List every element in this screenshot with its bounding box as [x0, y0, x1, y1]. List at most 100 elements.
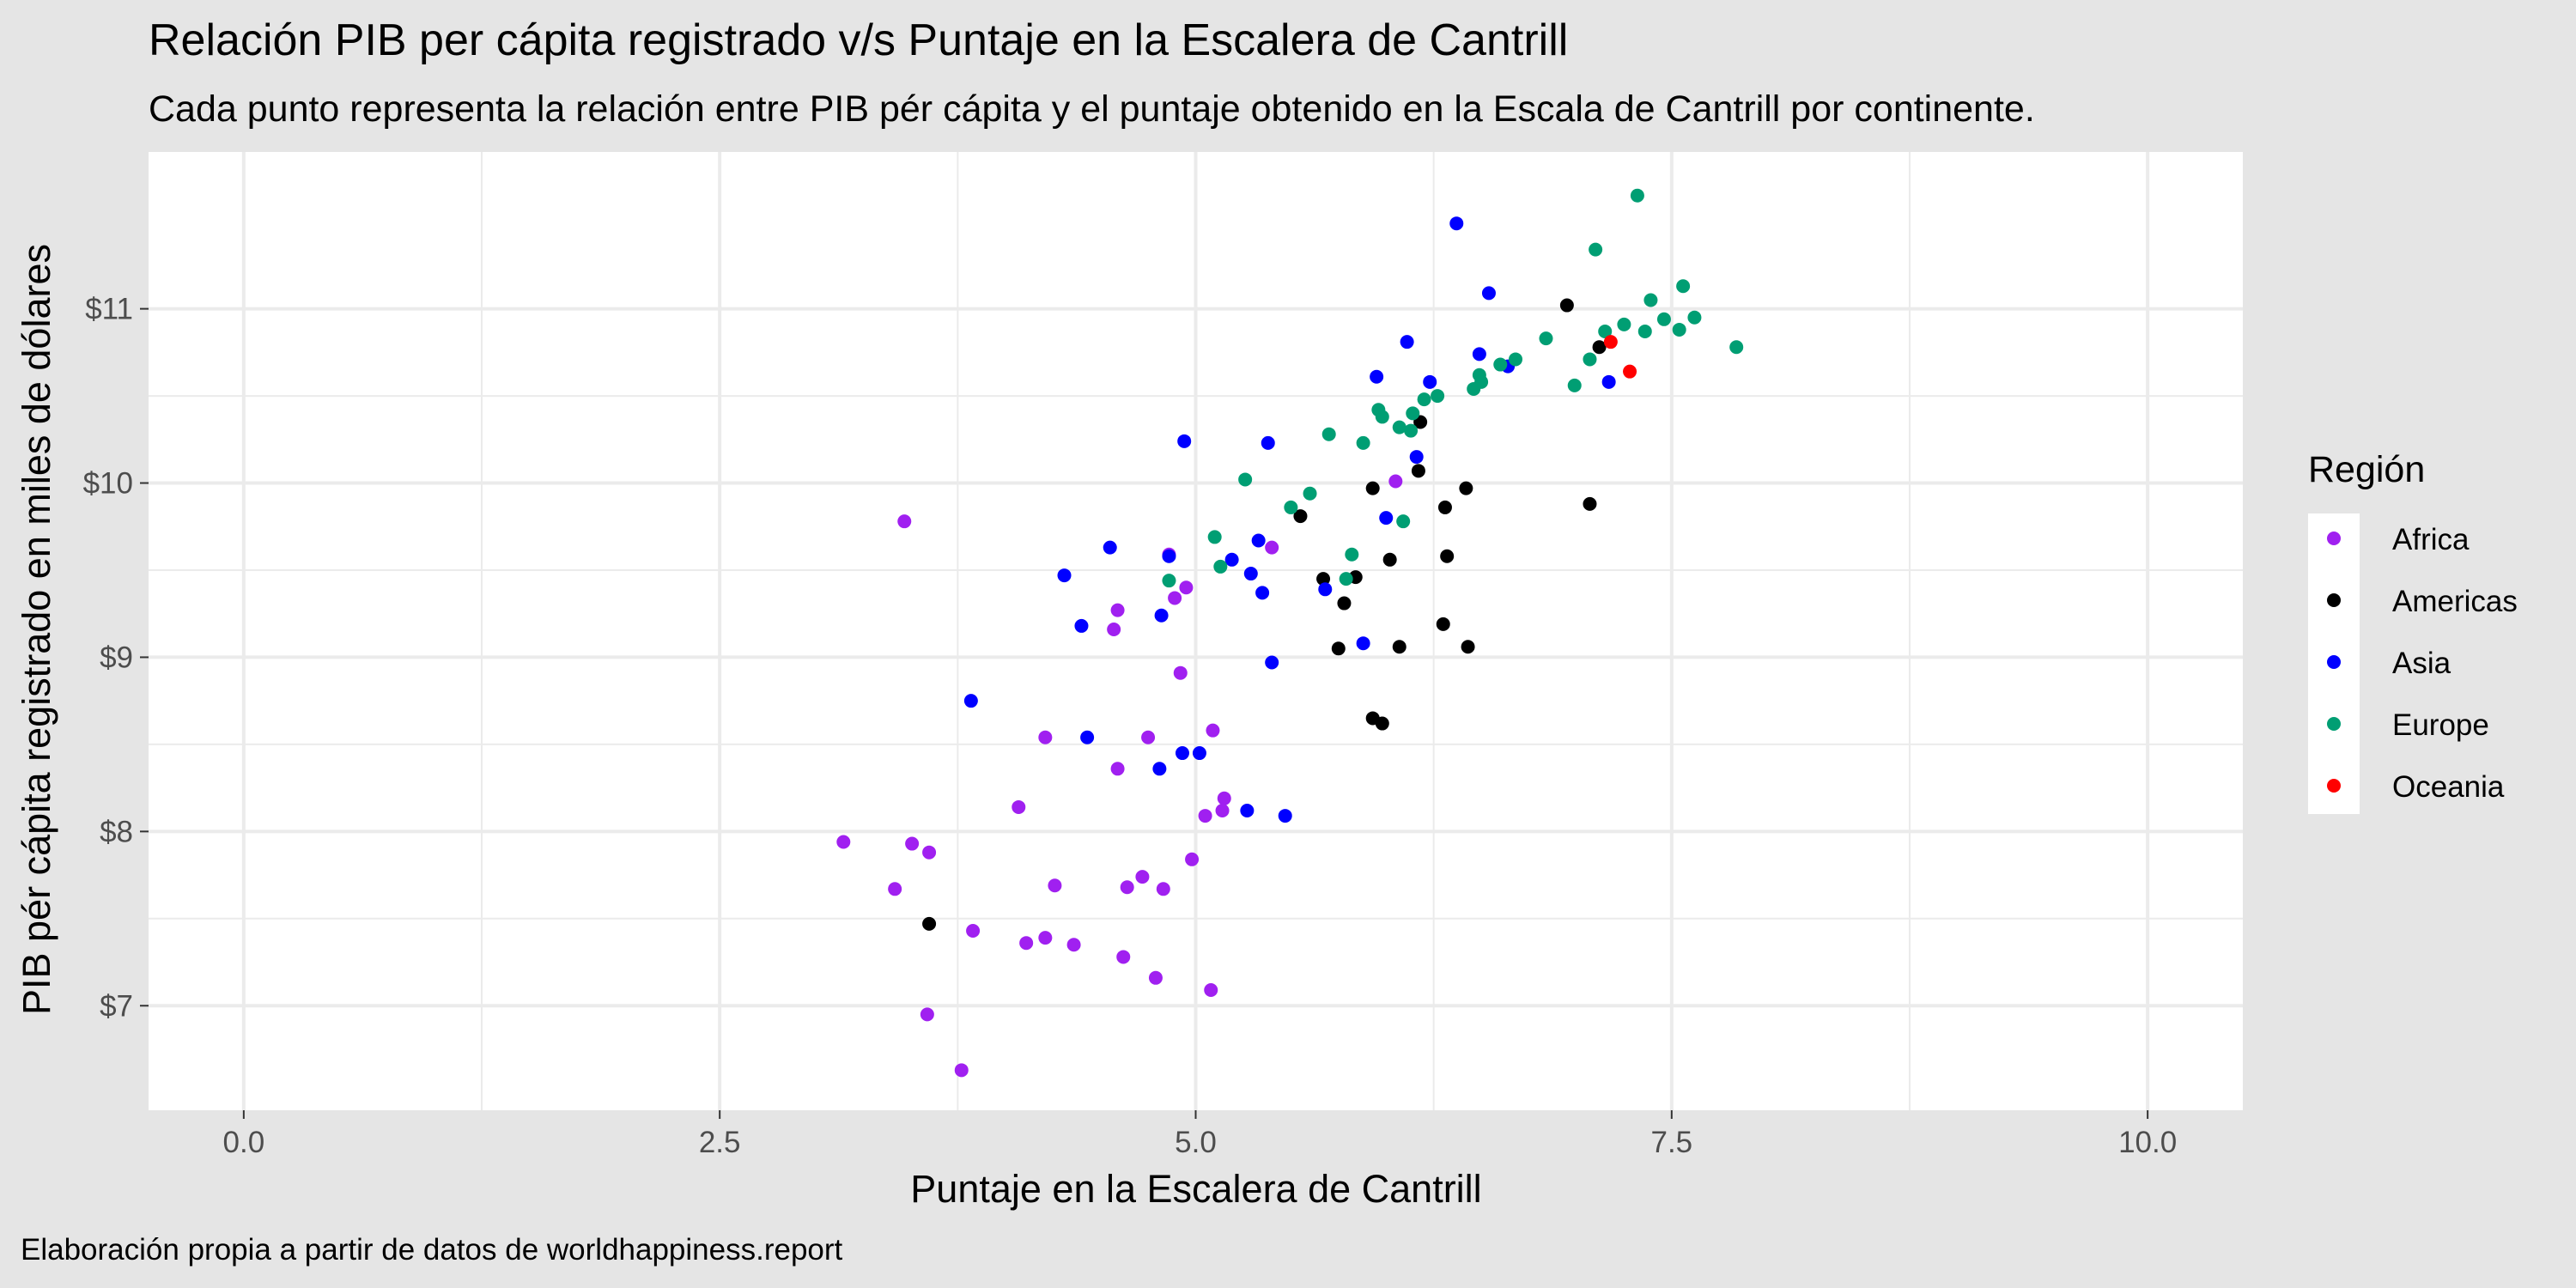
data-point: [1048, 878, 1062, 893]
data-point: [1423, 374, 1437, 389]
data-point: [1207, 530, 1222, 544]
legend-item-asia: Asia: [2327, 647, 2451, 680]
x-tick-label: 2.5: [699, 1126, 741, 1159]
data-point: [1066, 938, 1081, 952]
data-point: [1411, 464, 1425, 478]
y-tick-label: $9: [100, 641, 133, 674]
data-point: [897, 514, 912, 529]
data-point: [1116, 950, 1131, 964]
data-point: [888, 882, 902, 896]
legend-key: [2327, 655, 2341, 669]
plot-area: [149, 152, 2243, 1110]
data-point: [1318, 582, 1333, 597]
data-point: [1337, 596, 1352, 611]
data-point: [1012, 799, 1026, 814]
data-point: [1345, 547, 1359, 562]
legend-title: Región: [2308, 449, 2425, 490]
data-point: [954, 1063, 969, 1078]
data-point: [1592, 340, 1607, 355]
legend-key: [2327, 593, 2341, 607]
data-point: [1255, 586, 1270, 600]
data-point: [1601, 374, 1616, 389]
data-point: [1472, 347, 1486, 361]
legend-item-americas: Americas: [2327, 585, 2518, 618]
chart-subtitle: Cada punto representa la relación entre …: [149, 88, 2035, 130]
legend-label: Africa: [2392, 523, 2470, 556]
y-axis-ticks: $7 $8 $9 $10 $11: [83, 293, 149, 1023]
y-tick-label: $11: [85, 293, 133, 326]
data-point: [1038, 730, 1053, 744]
data-point: [1493, 357, 1508, 372]
data-points: [836, 188, 1744, 1078]
x-tick-label: 5.0: [1175, 1126, 1217, 1159]
data-point: [1110, 762, 1125, 776]
data-point: [1175, 746, 1189, 761]
series-asia: [963, 216, 1616, 823]
data-point: [1057, 568, 1072, 583]
data-point: [1392, 640, 1406, 654]
data-point: [1365, 481, 1380, 495]
data-point: [1509, 352, 1523, 367]
legend-key: [2327, 532, 2341, 545]
chart-title: Relación PIB per cápita registrado v/s P…: [149, 15, 1568, 65]
data-point: [1643, 293, 1658, 307]
data-point: [1177, 434, 1192, 448]
data-point: [1437, 500, 1452, 514]
data-point: [1120, 880, 1134, 895]
data-point: [1409, 450, 1424, 465]
data-point: [1238, 472, 1253, 487]
data-point: [1400, 335, 1414, 349]
chart-caption: Elaboración propia a partir de datos de …: [21, 1233, 843, 1267]
data-point: [1162, 549, 1176, 563]
data-point: [1449, 216, 1464, 231]
y-tick-label: $8: [100, 815, 133, 848]
data-point: [1375, 716, 1389, 731]
data-point: [1459, 481, 1473, 495]
data-point: [1154, 608, 1169, 623]
data-point: [1110, 603, 1125, 617]
data-point: [1379, 511, 1394, 526]
data-point: [1406, 406, 1420, 421]
data-point: [1284, 500, 1298, 514]
data-point: [922, 916, 937, 931]
data-point: [1156, 882, 1170, 896]
data-point: [1729, 340, 1744, 355]
data-point: [1356, 636, 1370, 651]
data-point: [1656, 312, 1671, 326]
data-point: [1356, 435, 1370, 450]
data-point: [1185, 852, 1200, 866]
data-point: [1676, 279, 1691, 294]
data-point: [1265, 540, 1279, 555]
data-point: [1474, 374, 1489, 389]
data-point: [1331, 641, 1346, 656]
data-point: [1370, 369, 1384, 384]
data-point: [1623, 364, 1637, 379]
y-tick-label: $7: [100, 989, 133, 1023]
data-point: [1637, 324, 1652, 338]
legend-item-oceania: Oceania: [2327, 770, 2505, 804]
data-point: [1583, 352, 1597, 367]
data-point: [963, 694, 978, 708]
data-point: [1630, 188, 1644, 203]
x-tick-label: 7.5: [1650, 1126, 1692, 1159]
data-point: [1617, 317, 1631, 331]
data-point: [1567, 378, 1582, 392]
data-point: [1162, 574, 1176, 588]
legend-key: [2327, 779, 2341, 793]
x-tick-label: 10.0: [2118, 1126, 2177, 1159]
data-point: [1019, 936, 1034, 951]
data-point: [1074, 618, 1089, 633]
data-point: [1168, 591, 1182, 605]
legend: Región Africa Americas Asia Europe Oceania: [2308, 449, 2518, 814]
data-point: [1598, 324, 1613, 338]
data-point: [1392, 420, 1406, 434]
x-axis-title: Puntaje en la Escalera de Cantrill: [910, 1167, 1481, 1211]
data-point: [1107, 622, 1121, 636]
data-point: [1240, 803, 1255, 817]
data-point: [1431, 389, 1445, 404]
legend-item-europe: Europe: [2327, 708, 2489, 742]
data-point: [1135, 870, 1150, 884]
data-point: [922, 845, 937, 860]
series-oceania: [1603, 335, 1637, 379]
